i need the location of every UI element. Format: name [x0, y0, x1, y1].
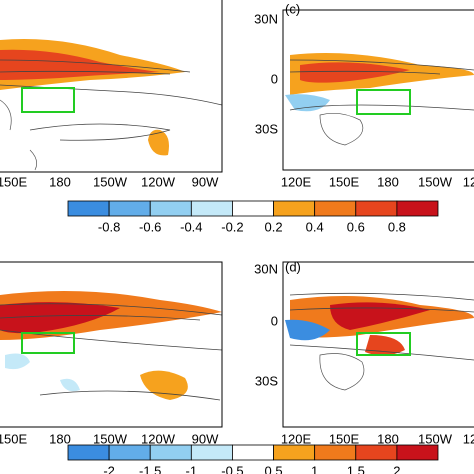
lat-label: 30S [255, 121, 278, 136]
frame [0, 0, 223, 173]
panel-label: (d) [285, 259, 301, 274]
colorbar-tick-label: -2 [103, 463, 115, 474]
lon-label: 90W [192, 431, 219, 446]
colorbar-cell [108, 444, 151, 461]
contour [289, 292, 474, 361]
anomaly [0, 302, 120, 334]
contour [289, 59, 474, 111]
colorbar-cell [232, 444, 274, 461]
colorbar-cell [232, 200, 274, 217]
colorbar-tick-label: -1 [186, 463, 198, 474]
anomaly [5, 353, 80, 392]
colorbar-cell [273, 444, 316, 461]
lon-label: 180 [49, 431, 71, 446]
coast [319, 113, 364, 146]
lon-label: 150E [0, 174, 28, 189]
colorbar-tick-label: 0.5 [265, 463, 283, 474]
colorbar-tick-label: 1 [311, 463, 318, 474]
colorbar-cell [273, 200, 316, 217]
contour [0, 59, 223, 141]
colorbar-cell [149, 200, 192, 217]
lat-label: 30N [254, 261, 278, 276]
coast [319, 353, 365, 391]
anomaly [285, 94, 330, 112]
anomaly [285, 319, 330, 341]
lon-label: 120E [281, 174, 312, 189]
panel-label: (c) [285, 1, 300, 16]
frame [282, 9, 474, 171]
lon-label: 150E [329, 174, 360, 189]
colorbar-cell [190, 200, 233, 217]
lon-label: 180 [377, 174, 399, 189]
map-top-right [282, 9, 474, 171]
anomaly [148, 129, 169, 156]
anomaly [140, 370, 188, 400]
colorbar-tick-label: -0.8 [98, 219, 120, 234]
colorbar-cell [314, 200, 357, 217]
colorbar-cell [355, 444, 398, 461]
lon-label: 150W [93, 431, 128, 446]
lon-label: 120W [141, 174, 176, 189]
colorbar-tick-label: -0.5 [221, 463, 243, 474]
colorbar-cell [149, 444, 192, 461]
lon-label: 150W [418, 431, 453, 446]
colorbar-cell [108, 200, 151, 217]
colorbar-cell [396, 200, 439, 217]
lon-label: 150E [329, 431, 360, 446]
colorbar-tick-label: 0.6 [347, 219, 365, 234]
lon-label: 120W [141, 431, 176, 446]
map-bottom-left [0, 261, 223, 428]
lon-label: 180 [49, 174, 71, 189]
region-box [21, 332, 75, 354]
colorbar-tick-label: 0.8 [388, 219, 406, 234]
colorbar-tick-label: 0.2 [265, 219, 283, 234]
colorbar-cell [396, 444, 439, 461]
anomaly [300, 62, 410, 83]
lat-label: 0 [271, 313, 278, 328]
lon-label: 12 [463, 431, 474, 446]
colorbar-cell [67, 444, 110, 461]
lon-label: 180 [377, 431, 399, 446]
map-bottom-right [282, 261, 474, 428]
colorbar-tick-label: -1.5 [139, 463, 161, 474]
anomaly [330, 302, 430, 330]
region-box [21, 87, 75, 113]
colorbar-tick-label: 0.4 [306, 219, 324, 234]
colorbar-cell [314, 444, 357, 461]
region-box [356, 332, 411, 356]
colorbar-tick-label: 2 [393, 463, 400, 474]
frame [282, 261, 474, 428]
lon-label: 150W [418, 174, 453, 189]
lon-label: 120E [281, 431, 312, 446]
colorbar-tick-label: -0.2 [221, 219, 243, 234]
region-box [356, 89, 411, 115]
lon-label: 90W [192, 174, 219, 189]
colorbar-tick-label: 1.5 [347, 463, 365, 474]
lat-label: 30N [254, 11, 278, 26]
lon-label: 12 [463, 174, 474, 189]
contour [0, 303, 223, 401]
map-top-left [0, 0, 223, 173]
coast [0, 99, 37, 171]
lon-label: 150E [0, 431, 28, 446]
colorbar-tick-label: -0.6 [139, 219, 161, 234]
colorbar-tick-label: -0.4 [180, 219, 202, 234]
colorbar-cell [355, 200, 398, 217]
lon-label: 150W [93, 174, 128, 189]
lat-label: 30S [255, 373, 278, 388]
colorbar-cell [67, 200, 110, 217]
colorbar-cell [190, 444, 233, 461]
lat-label: 0 [271, 71, 278, 86]
frame [0, 261, 223, 428]
